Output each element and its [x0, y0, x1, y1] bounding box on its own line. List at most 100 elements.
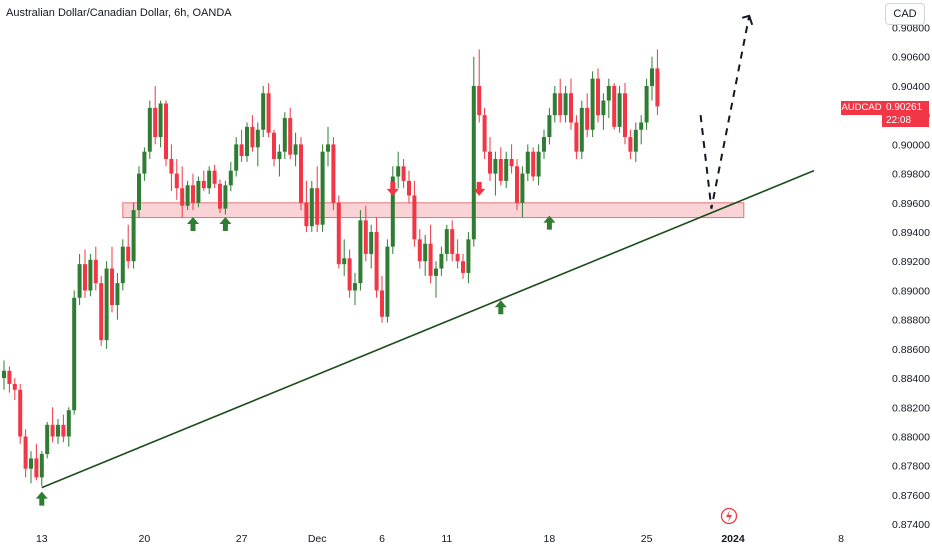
candle-body: [180, 188, 185, 206]
candle-body: [29, 458, 33, 469]
candle-body: [498, 158, 503, 181]
candle-body: [50, 424, 55, 437]
candle-body: [153, 107, 158, 138]
y-tick-label: 0.90000: [892, 139, 930, 151]
candle-body: [623, 93, 627, 138]
candle-body: [137, 173, 141, 211]
x-tick-label: 20: [139, 533, 151, 545]
candle-body: [326, 144, 330, 152]
candle-body: [320, 151, 325, 225]
price-tag-value: 0.90261: [886, 102, 923, 113]
candle-body: [569, 93, 573, 123]
currency-button[interactable]: CAD: [885, 3, 925, 25]
candle-body: [309, 188, 314, 227]
candle-body: [385, 246, 390, 317]
candle-body: [450, 229, 455, 254]
candle-body: [201, 180, 206, 189]
candle-body: [644, 85, 649, 123]
candle-body: [196, 180, 201, 203]
symbol-tag: AUDCAD: [841, 101, 882, 115]
candle-body: [353, 283, 357, 291]
x-tick-label: 25: [641, 533, 653, 545]
candle-body: [412, 195, 417, 240]
candle-body: [493, 158, 498, 174]
candle-body: [380, 290, 384, 317]
signal-arrows: [35, 181, 556, 506]
down-arrow: [473, 181, 486, 196]
candle-body: [531, 151, 536, 177]
y-tick-label: 0.90800: [892, 23, 930, 35]
y-tick-label: 0.87400: [892, 519, 930, 531]
y-tick-label: 0.90600: [892, 52, 930, 64]
candle-body: [547, 115, 552, 138]
y-tick-label: 0.88400: [892, 373, 930, 385]
candle-body: [466, 239, 471, 273]
candle-body: [396, 166, 401, 177]
candle-body: [169, 158, 174, 174]
candle-body: [417, 239, 422, 262]
y-tick-label: 0.88000: [892, 432, 930, 444]
candle-body: [461, 261, 465, 273]
y-tick-label: 0.90400: [892, 81, 930, 93]
candle-body: [45, 424, 50, 455]
candle-body: [39, 454, 44, 478]
candle-body: [509, 158, 514, 167]
x-tick-label: 13: [36, 533, 48, 545]
candle-body: [558, 93, 563, 116]
candle-body: [585, 107, 590, 130]
trendline-line: [41, 169, 815, 489]
candle-body: [358, 220, 363, 284]
candle-body: [336, 202, 341, 265]
candle-body: [61, 424, 66, 437]
candle-body: [299, 144, 303, 203]
x-tick-label: 18: [544, 533, 556, 545]
logo-circle: [720, 507, 738, 525]
candle-body: [520, 173, 525, 203]
trendline: [41, 169, 815, 489]
candle-body: [218, 183, 222, 209]
candle-body: [471, 85, 476, 240]
candle-body: [288, 118, 293, 155]
price-axis[interactable]: 0.908000.906000.904000.902000.900000.898…: [892, 23, 930, 532]
projection-line: [699, 15, 751, 209]
candle-body: [628, 137, 633, 152]
candle-body: [407, 180, 411, 196]
candle-body: [99, 283, 104, 341]
candle-body: [104, 268, 109, 341]
candle-body: [277, 151, 282, 159]
candle-body: [596, 78, 600, 116]
candle-body: [77, 264, 82, 298]
x-tick-label: 8: [838, 533, 844, 545]
support-zone-rect: [122, 202, 745, 219]
candle-body: [536, 151, 541, 177]
projection-path: [699, 14, 754, 209]
candle-body: [174, 173, 179, 189]
up-arrow: [219, 217, 232, 232]
candle-body: [282, 118, 287, 152]
candle-body: [131, 210, 136, 262]
up-arrow: [543, 215, 556, 230]
candle-body: [142, 151, 147, 174]
candle-body: [266, 93, 271, 133]
y-tick-label: 0.88200: [892, 402, 930, 414]
candle-body: [245, 126, 249, 157]
candle-body: [374, 232, 379, 291]
x-tick-label: Dec: [308, 533, 327, 545]
candle-body: [239, 144, 244, 157]
candle-body: [650, 68, 654, 86]
candles-series: [2, 49, 660, 487]
y-tick-label: 0.89400: [892, 227, 930, 239]
time-axis[interactable]: 13 20 27 Dec 6 11 18 25 2024 8: [36, 533, 844, 545]
candle-body: [185, 185, 190, 206]
candle-body: [590, 78, 595, 130]
up-arrow: [187, 217, 199, 232]
logo-bolt: [726, 510, 732, 522]
candle-body: [2, 370, 6, 379]
candle-body: [401, 166, 406, 181]
candle-body: [261, 93, 266, 130]
lightning-circle-icon[interactable]: [720, 507, 738, 525]
candle-body: [158, 103, 163, 138]
price-tag-countdown: 22:08: [886, 115, 912, 126]
candle-body: [423, 243, 428, 262]
